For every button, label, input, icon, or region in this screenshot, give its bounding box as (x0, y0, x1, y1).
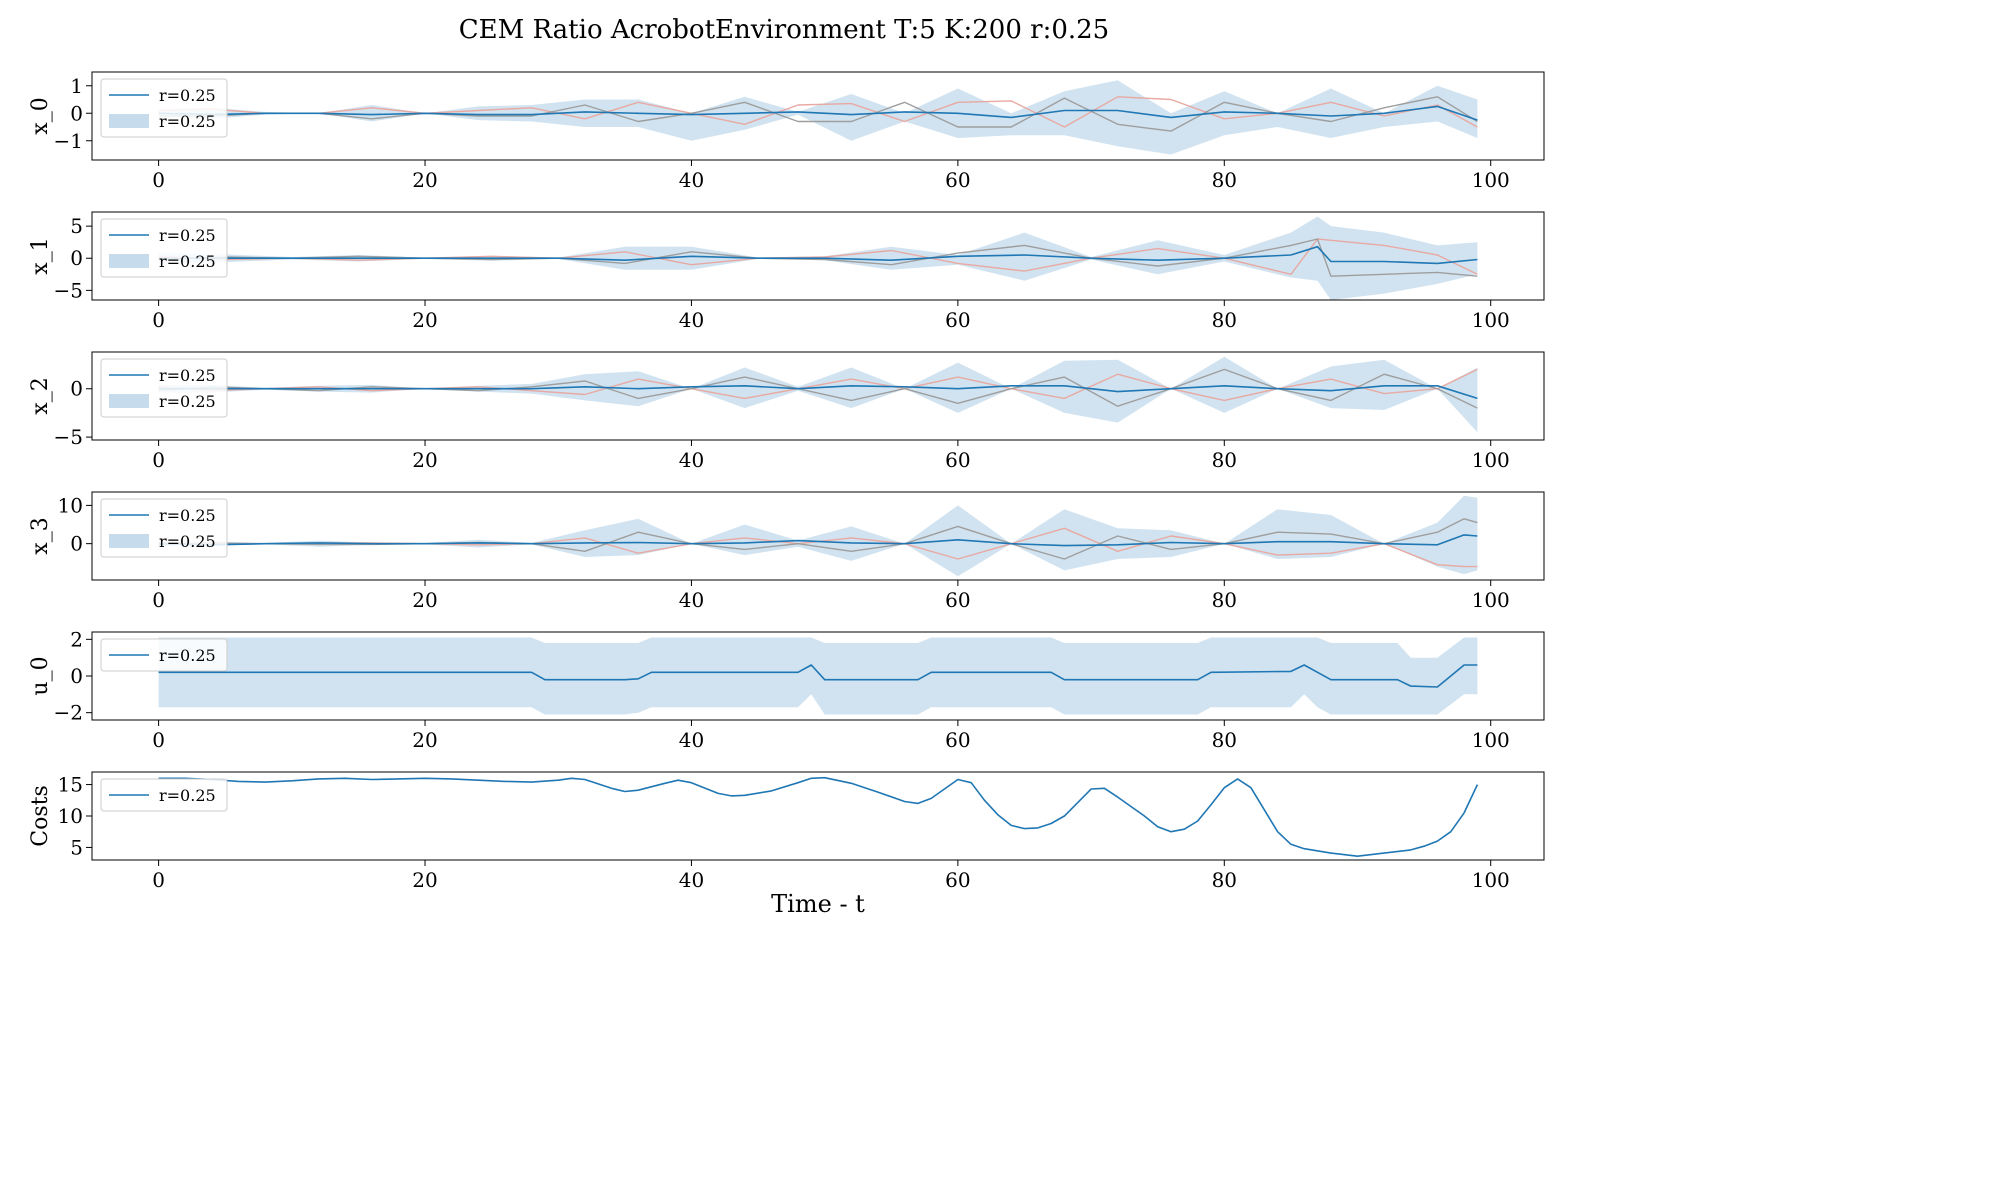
y-tick-label: 2 (70, 627, 83, 651)
x-tick-label: 40 (679, 168, 704, 192)
legend: r=0.25 r=0.25 (101, 219, 227, 277)
legend-band-swatch (109, 534, 149, 548)
plot-area (159, 638, 1478, 715)
x-tick-label: 0 (152, 868, 165, 892)
x-tick-label: 40 (679, 308, 704, 332)
x-tick-label: 100 (1472, 588, 1510, 612)
legend: r=0.25 (101, 639, 227, 671)
legend-label: r=0.25 (159, 226, 216, 245)
x-tick-label: 60 (945, 588, 970, 612)
figure-xlabel: Time - t (771, 890, 865, 918)
y-tick-label: −1 (54, 129, 83, 153)
y-axis-label: x_0 (28, 97, 53, 134)
legend-band-swatch (109, 114, 149, 128)
x-tick-label: 80 (1212, 308, 1237, 332)
legend-label: r=0.25 (159, 786, 216, 805)
y-tick-label: 1 (70, 74, 83, 98)
x-tick-label: 100 (1472, 168, 1510, 192)
legend: r=0.25 r=0.25 (101, 499, 227, 557)
y-tick-label: 10 (58, 493, 83, 517)
y-tick-label: 5 (70, 214, 83, 238)
y-tick-label: −5 (54, 425, 83, 449)
legend-label: r=0.25 (159, 646, 216, 665)
x-tick-label: 40 (679, 868, 704, 892)
x-tick-label: 0 (152, 728, 165, 752)
y-axis-label: x_2 (28, 377, 53, 414)
x-tick-label: 20 (412, 728, 437, 752)
x-tick-label: 0 (152, 588, 165, 612)
x-tick-label: 20 (412, 588, 437, 612)
x-tick-label: 40 (679, 728, 704, 752)
y-tick-label: 0 (70, 246, 83, 270)
x-tick-label: 60 (945, 448, 970, 472)
legend: r=0.25 r=0.25 (101, 79, 227, 137)
y-axis-label: Costs (28, 785, 53, 847)
x-tick-label: 20 (412, 168, 437, 192)
x-tick-label: 0 (152, 448, 165, 472)
legend: r=0.25 (101, 779, 227, 811)
x-tick-label: 20 (412, 448, 437, 472)
figure-background (0, 0, 1568, 931)
y-tick-label: −5 (54, 278, 83, 302)
y-tick-label: 0 (70, 377, 83, 401)
legend-label: r=0.25 (159, 532, 216, 551)
y-axis-label: x_1 (28, 237, 53, 274)
x-tick-label: 20 (412, 868, 437, 892)
y-tick-label: 10 (58, 804, 83, 828)
x-tick-label: 100 (1472, 308, 1510, 332)
x-tick-label: 80 (1212, 728, 1237, 752)
x-tick-label: 60 (945, 728, 970, 752)
x-tick-label: 80 (1212, 168, 1237, 192)
legend-band-swatch (109, 254, 149, 268)
x-tick-label: 80 (1212, 588, 1237, 612)
legend-label: r=0.25 (159, 366, 216, 385)
x-tick-label: 60 (945, 868, 970, 892)
x-tick-label: 80 (1212, 868, 1237, 892)
x-tick-label: 100 (1472, 728, 1510, 752)
y-axis-label: x_3 (28, 517, 53, 554)
x-tick-label: 0 (152, 168, 165, 192)
y-tick-label: −2 (54, 701, 83, 725)
y-tick-label: 0 (70, 664, 83, 688)
legend-label: r=0.25 (159, 86, 216, 105)
x-tick-label: 60 (945, 308, 970, 332)
x-tick-label: 60 (945, 168, 970, 192)
legend-band-swatch (109, 394, 149, 408)
x-tick-label: 40 (679, 448, 704, 472)
y-axis-label: u_0 (28, 656, 53, 695)
confidence-band (159, 638, 1478, 715)
legend: r=0.25 r=0.25 (101, 359, 227, 417)
y-tick-label: 0 (70, 532, 83, 556)
x-tick-label: 20 (412, 308, 437, 332)
x-tick-label: 80 (1212, 448, 1237, 472)
legend-label: r=0.25 (159, 112, 216, 131)
y-tick-label: 0 (70, 101, 83, 125)
x-tick-label: 100 (1472, 868, 1510, 892)
legend-label: r=0.25 (159, 252, 216, 271)
figure: CEM Ratio AcrobotEnvironment T:5 K:200 r… (0, 0, 1568, 931)
y-tick-label: 5 (70, 835, 83, 859)
x-tick-label: 40 (679, 588, 704, 612)
legend-label: r=0.25 (159, 392, 216, 411)
legend-label: r=0.25 (159, 506, 216, 525)
y-tick-label: 15 (58, 773, 83, 797)
figure-title: CEM Ratio AcrobotEnvironment T:5 K:200 r… (459, 15, 1109, 45)
x-tick-label: 0 (152, 308, 165, 332)
x-tick-label: 100 (1472, 448, 1510, 472)
